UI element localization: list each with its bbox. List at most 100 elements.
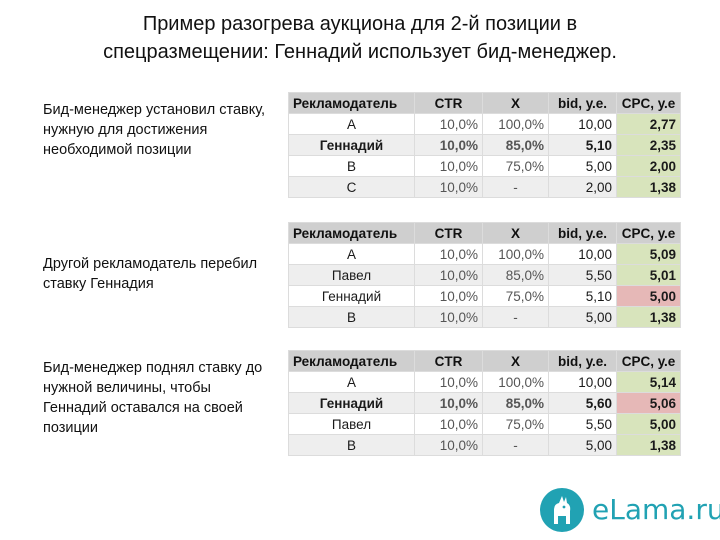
x-cell: - <box>482 434 549 456</box>
cpc-cell: 1,38 <box>616 306 681 328</box>
bid-cell: 10,00 <box>548 243 617 265</box>
column-header: Рекламодатель <box>288 222 415 244</box>
ctr-cell: 10,0% <box>414 434 483 456</box>
note-step-3: Бид-менеджер поднял ставку до нужной вел… <box>43 360 263 436</box>
advertiser-cell: А <box>288 371 415 393</box>
x-cell: 100,0% <box>482 371 549 393</box>
ctr-cell: 10,0% <box>414 113 483 135</box>
cpc-cell: 5,00 <box>616 285 681 307</box>
table-row: Геннадий 10,0% 85,0% 5,10 2,35 <box>288 134 681 156</box>
bid-cell: 5,00 <box>548 306 617 328</box>
slide-title-line-2: спецразмещении: Геннадий использует бид-… <box>103 41 617 63</box>
advertiser-cell: С <box>288 176 415 198</box>
column-header: CTR <box>414 92 483 114</box>
ctr-cell: 10,0% <box>414 134 483 156</box>
ctr-cell: 10,0% <box>414 243 483 265</box>
table-row: Геннадий 10,0% 85,0% 5,60 5,06 <box>288 392 681 414</box>
x-cell: 75,0% <box>482 285 549 307</box>
table-row: А 10,0% 100,0% 10,00 5,09 <box>288 243 681 265</box>
x-cell: 85,0% <box>482 392 549 414</box>
cpc-cell: 1,38 <box>616 176 681 198</box>
x-cell: - <box>482 306 549 328</box>
x-cell: 75,0% <box>482 155 549 177</box>
ctr-cell: 10,0% <box>414 413 483 435</box>
advertiser-cell: А <box>288 243 415 265</box>
table-row: Павел 10,0% 85,0% 5,50 5,01 <box>288 264 681 286</box>
cpc-cell: 5,06 <box>616 392 681 414</box>
bid-cell: 2,00 <box>548 176 617 198</box>
cpc-cell: 5,00 <box>616 413 681 435</box>
bid-cell: 5,00 <box>548 155 617 177</box>
column-header: Рекламодатель <box>288 350 415 372</box>
cpc-cell: 5,01 <box>616 264 681 286</box>
ctr-cell: 10,0% <box>414 285 483 307</box>
cpc-cell: 2,00 <box>616 155 681 177</box>
column-header: bid, у.е. <box>548 350 617 372</box>
advertiser-cell: В <box>288 155 415 177</box>
ctr-cell: 10,0% <box>414 176 483 198</box>
x-cell: 100,0% <box>482 243 549 265</box>
elama-logo-text: eLama.ru <box>592 493 720 526</box>
advertiser-cell: В <box>288 306 415 328</box>
advertiser-cell: Геннадий <box>288 392 415 414</box>
table-row: В 10,0% -5,00 1,38 <box>288 434 681 456</box>
ctr-cell: 10,0% <box>414 264 483 286</box>
table-row: Павел 10,0% 75,0% 5,50 5,00 <box>288 413 681 435</box>
cpc-cell: 2,77 <box>616 113 681 135</box>
x-cell: 85,0% <box>482 134 549 156</box>
slide-title: Пример разогрева аукциона для 2-й позици… <box>0 10 720 66</box>
ctr-cell: 10,0% <box>414 371 483 393</box>
advertiser-cell: В <box>288 434 415 456</box>
cpc-cell: 5,14 <box>616 371 681 393</box>
bid-cell: 10,00 <box>548 371 617 393</box>
table-row: С 10,0% -2,00 1,38 <box>288 176 681 198</box>
x-cell: 100,0% <box>482 113 549 135</box>
column-header: CPC, у.е <box>616 350 681 372</box>
column-header: CTR <box>414 222 483 244</box>
llama-icon <box>540 488 584 532</box>
table-row: А 10,0% 100,0% 10,00 5,14 <box>288 371 681 393</box>
column-header: X <box>482 222 549 244</box>
bid-cell: 5,10 <box>548 134 617 156</box>
column-header: Рекламодатель <box>288 92 415 114</box>
bid-cell: 5,00 <box>548 434 617 456</box>
ctr-cell: 10,0% <box>414 306 483 328</box>
cpc-cell: 2,35 <box>616 134 681 156</box>
ctr-cell: 10,0% <box>414 392 483 414</box>
table-row: А 10,0% 100,0% 10,00 2,77 <box>288 113 681 135</box>
note-step-2: Другой рекламодатель перебил ставку Генн… <box>43 256 258 292</box>
bid-cell: 5,10 <box>548 285 617 307</box>
advertiser-cell: Павел <box>288 264 415 286</box>
column-header: X <box>482 350 549 372</box>
table-row: В 10,0% 75,0% 5,00 2,00 <box>288 155 681 177</box>
ctr-cell: 10,0% <box>414 155 483 177</box>
column-header: CTR <box>414 350 483 372</box>
x-cell: 75,0% <box>482 413 549 435</box>
bid-cell: 5,50 <box>548 264 617 286</box>
advertiser-cell: Геннадий <box>288 285 415 307</box>
cpc-cell: 1,38 <box>616 434 681 456</box>
table-row: Геннадий 10,0% 75,0% 5,10 5,00 <box>288 285 681 307</box>
advertiser-cell: Геннадий <box>288 134 415 156</box>
column-header: CPC, у.е <box>616 92 681 114</box>
elama-logo: eLama.ru <box>540 488 720 532</box>
advertiser-cell: А <box>288 113 415 135</box>
column-header: bid, у.е. <box>548 222 617 244</box>
advertiser-cell: Павел <box>288 413 415 435</box>
cpc-cell: 5,09 <box>616 243 681 265</box>
bid-cell: 10,00 <box>548 113 617 135</box>
column-header: bid, у.е. <box>548 92 617 114</box>
bid-cell: 5,50 <box>548 413 617 435</box>
note-step-1: Бид-менеджер установил ставку, нужную дл… <box>43 102 266 158</box>
column-header: CPC, у.е <box>616 222 681 244</box>
x-cell: - <box>482 176 549 198</box>
slide-title-line-1: Пример разогрева аукциона для 2-й позици… <box>142 13 578 35</box>
column-header: X <box>482 92 549 114</box>
bid-cell: 5,60 <box>548 392 617 414</box>
